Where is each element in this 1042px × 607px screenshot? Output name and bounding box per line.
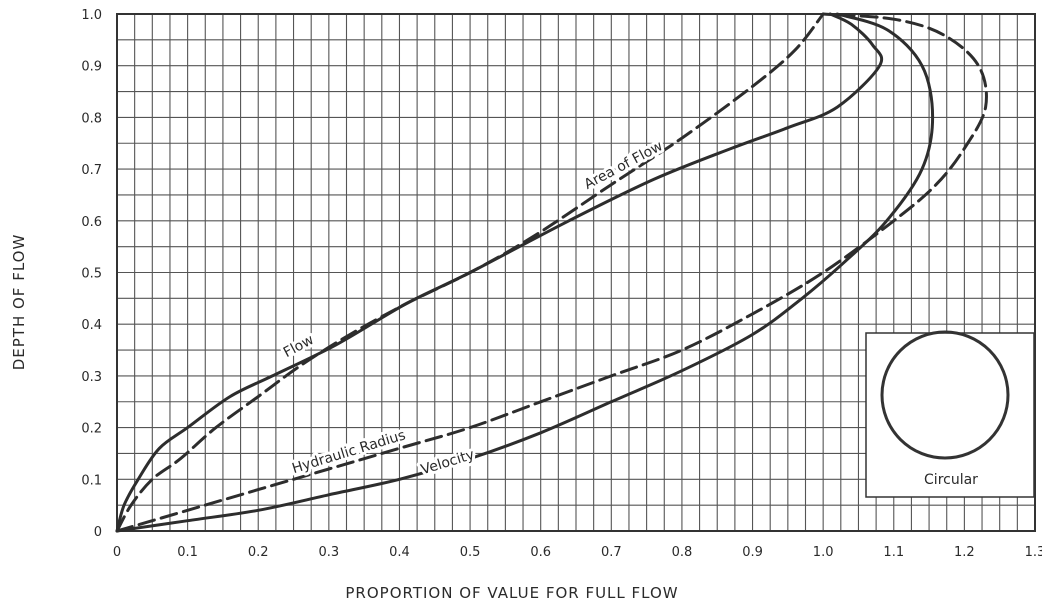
- x-tick-label: 1.2: [954, 545, 975, 560]
- inset-circle: [880, 330, 1010, 460]
- y-tick-label: 0.8: [81, 111, 102, 126]
- inset-label: Circular: [924, 472, 978, 488]
- y-tick-label: 0.4: [81, 318, 102, 333]
- x-tick-label: 0: [113, 545, 121, 560]
- y-tick-label: 0.6: [81, 215, 102, 230]
- y-tick-label: 0.3: [81, 370, 102, 385]
- y-axis-title: DEPTH OF FLOW: [10, 234, 28, 371]
- x-tick-label: 0.5: [460, 545, 481, 560]
- y-tick-label: 0.2: [81, 422, 102, 437]
- x-tick-label: 1.1: [883, 545, 904, 560]
- x-tick-label: 0.1: [177, 545, 198, 560]
- x-tick-labels: 0 0.1 0.2 0.3 0.4 0.5 0.6 0.7 0.8 0.9 1.0 1.1 1.2 1.3: [113, 545, 1042, 560]
- y-tick-label: 0.1: [81, 473, 102, 488]
- curve-hydraulic-radius: [115, 12, 988, 533]
- y-tick-label: 0: [94, 525, 102, 540]
- x-tick-label: 0.6: [530, 545, 551, 560]
- x-tick-label: 0.8: [672, 545, 693, 560]
- x-tick-label: 1.0: [813, 545, 834, 560]
- plot-frame: [116, 13, 1036, 532]
- x-tick-label: 0.2: [248, 545, 269, 560]
- curve-area-of-flow: [115, 12, 825, 533]
- x-tick-label: 0.7: [601, 545, 622, 560]
- y-tick-label: 1.0: [81, 8, 102, 23]
- y-tick-label: 0.9: [81, 60, 102, 75]
- label-velocity: Velocity: [419, 447, 476, 478]
- x-tick-label: 0.3: [319, 545, 340, 560]
- inset-circular: Circular: [865, 330, 1035, 498]
- x-tick-label: 1.3: [1025, 545, 1042, 560]
- x-axis-title: PROPORTION OF VALUE FOR FULL FLOW: [345, 584, 678, 602]
- y-tick-labels: 0 0.1 0.2 0.3 0.4 0.5 0.6 0.7 0.8 0.9 1.0: [81, 8, 102, 540]
- y-tick-label: 0.5: [81, 267, 102, 282]
- curve-velocity: [115, 12, 935, 533]
- curves: [115, 12, 988, 533]
- y-tick-label: 0.7: [81, 163, 102, 178]
- x-tick-label: 0.9: [742, 545, 763, 560]
- x-tick-label: 0.4: [389, 545, 410, 560]
